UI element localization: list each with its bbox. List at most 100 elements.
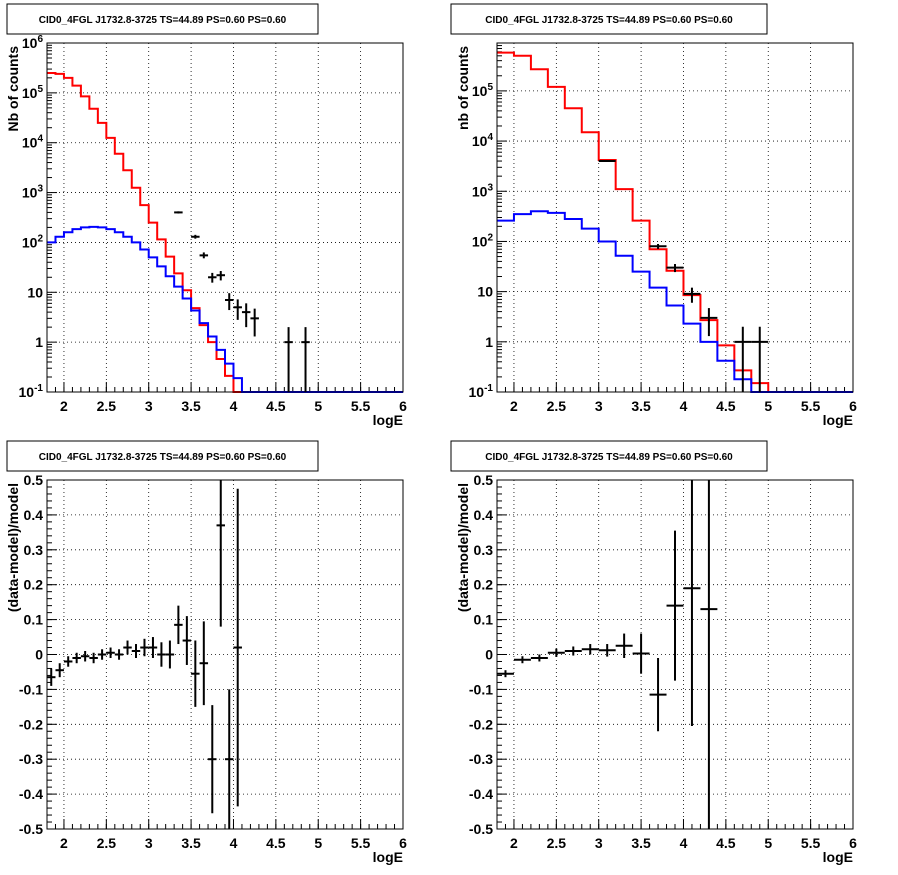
data-point bbox=[199, 252, 209, 259]
y-tick-label: -0.3 bbox=[469, 751, 493, 767]
x-tick-label: 2.5 bbox=[547, 398, 567, 414]
y-tick-label: 102 bbox=[22, 233, 44, 250]
x-tick-label: 3.5 bbox=[631, 835, 651, 851]
y-tick-label: 0.5 bbox=[474, 472, 494, 488]
y-tick-label: 102 bbox=[472, 232, 494, 249]
data-point bbox=[55, 663, 64, 678]
data-point bbox=[216, 480, 225, 627]
data-point bbox=[208, 272, 217, 283]
y-tick-label: -0.2 bbox=[469, 716, 493, 732]
y-tick-label: 0.3 bbox=[474, 542, 494, 558]
x-tick-label: 4.5 bbox=[266, 398, 286, 414]
data-point bbox=[241, 303, 251, 328]
title-box bbox=[450, 440, 768, 472]
x-tick-label: 3.5 bbox=[631, 398, 651, 414]
x-tick-label: 4.5 bbox=[716, 398, 736, 414]
x-tick-label: 2 bbox=[60, 398, 68, 414]
data-point bbox=[199, 621, 209, 706]
x-tick-label: 6 bbox=[399, 835, 407, 851]
data-point bbox=[615, 633, 633, 658]
data-point bbox=[148, 637, 158, 658]
data-point bbox=[513, 656, 531, 664]
y-tick-label: -0.4 bbox=[19, 786, 43, 802]
data-point bbox=[89, 652, 98, 664]
y-tick-label: 0.1 bbox=[24, 612, 44, 628]
data-point bbox=[47, 668, 56, 686]
chart-title: CID0_4FGL J1732.8-3725 TS=44.89 PS=0.60 … bbox=[485, 15, 733, 26]
data-point bbox=[225, 293, 234, 311]
plot-frame bbox=[46, 479, 404, 830]
y-tick-label: 106 bbox=[22, 34, 44, 51]
x-tick-label: 6 bbox=[399, 398, 407, 414]
title-box bbox=[450, 3, 768, 35]
x-tick-label: 5.5 bbox=[351, 835, 371, 851]
data-point bbox=[547, 648, 565, 657]
y-axis-label: (data-model)/model bbox=[455, 483, 471, 612]
data-point bbox=[683, 287, 701, 303]
x-tick-label: 3 bbox=[595, 835, 603, 851]
plot-frame bbox=[496, 479, 854, 830]
residual-panel-right: CID0_4FGL J1732.8-3725 TS=44.89 PS=0.60 … bbox=[450, 440, 857, 865]
x-tick-label: 2.5 bbox=[97, 835, 117, 851]
x-tick-label: 2 bbox=[510, 398, 518, 414]
y-tick-label: 103 bbox=[22, 184, 44, 201]
chart-title: CID0_4FGL J1732.8-3725 TS=44.89 PS=0.60 … bbox=[39, 452, 287, 463]
x-tick-label: 3 bbox=[595, 398, 603, 414]
y-tick-label: 105 bbox=[472, 82, 494, 99]
y-tick-label: -0.5 bbox=[469, 821, 493, 837]
data-point bbox=[598, 644, 616, 657]
data-point bbox=[301, 327, 310, 392]
y-tick-label: -0.5 bbox=[19, 821, 43, 837]
y-tick-label: 104 bbox=[472, 132, 494, 149]
x-axis-label: logE bbox=[823, 849, 853, 865]
data-point bbox=[123, 640, 132, 655]
data-point bbox=[649, 657, 667, 732]
x-tick-label: 5.5 bbox=[351, 398, 371, 414]
data-point bbox=[284, 327, 293, 392]
y-tick-label: 0.3 bbox=[24, 542, 44, 558]
data-point bbox=[165, 640, 175, 669]
y-tick-label: 0.2 bbox=[24, 577, 44, 593]
counts-panel-right: CID0_4FGL J1732.8-3725 TS=44.89 PS=0.60 … bbox=[450, 3, 857, 428]
data-point bbox=[250, 308, 259, 337]
x-axis-label: logE bbox=[823, 412, 853, 428]
y-tick-label: 10 bbox=[477, 284, 493, 300]
y-axis-label: nb of counts bbox=[455, 46, 471, 130]
x-tick-label: 5.5 bbox=[801, 835, 821, 851]
data-point bbox=[191, 640, 200, 707]
step-series-0 bbox=[497, 51, 853, 393]
data-point bbox=[114, 649, 124, 660]
x-tick-label: 4 bbox=[680, 835, 688, 851]
y-tick-label: 103 bbox=[472, 182, 494, 199]
chart-title: CID0_4FGL J1732.8-3725 TS=44.89 PS=0.60 … bbox=[485, 452, 733, 463]
y-tick-label: 104 bbox=[22, 134, 44, 151]
y-tick-label: -0.3 bbox=[19, 751, 43, 767]
y-tick-label: 0.4 bbox=[474, 507, 494, 523]
x-tick-label: 2 bbox=[60, 835, 68, 851]
y-tick-label: 0.1 bbox=[474, 612, 494, 628]
data-point bbox=[140, 638, 149, 657]
x-tick-label: 2.5 bbox=[97, 398, 117, 414]
y-tick-label: 105 bbox=[22, 84, 44, 101]
y-tick-label: 1 bbox=[35, 334, 43, 350]
y-tick-label: 0.2 bbox=[474, 577, 494, 593]
x-tick-label: 3 bbox=[145, 398, 153, 414]
y-tick-label: 1 bbox=[485, 334, 493, 350]
y-tick-label: 0.4 bbox=[24, 507, 44, 523]
y-tick-label: -0.2 bbox=[19, 716, 43, 732]
plot-area bbox=[47, 43, 403, 392]
title-box bbox=[6, 440, 319, 472]
x-tick-label: 5 bbox=[314, 835, 322, 851]
y-tick-label: 10 bbox=[27, 284, 43, 300]
data-point bbox=[649, 243, 667, 249]
data-point bbox=[751, 326, 769, 392]
residual-panel-left: CID0_4FGL J1732.8-3725 TS=44.89 PS=0.60 … bbox=[5, 440, 407, 865]
x-tick-label: 6 bbox=[849, 398, 857, 414]
data-point bbox=[564, 646, 582, 656]
data-point bbox=[97, 649, 107, 660]
data-point bbox=[700, 480, 718, 829]
y-tick-label: 0 bbox=[35, 647, 43, 663]
y-tick-label: -0.4 bbox=[469, 786, 493, 802]
x-tick-label: 2 bbox=[510, 835, 518, 851]
